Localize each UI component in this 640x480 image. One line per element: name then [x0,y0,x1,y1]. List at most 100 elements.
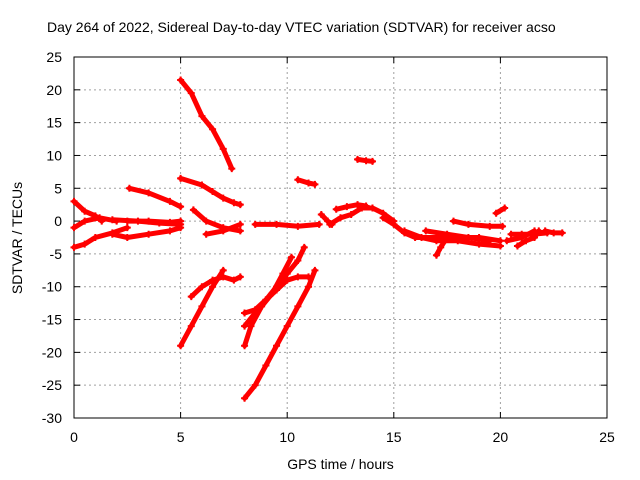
data-point [283,270,291,278]
data-point [108,230,116,238]
x-tick-label: 20 [493,429,509,445]
data-point [123,224,131,232]
data-point [236,227,244,235]
data-point [187,293,195,301]
data-point [400,227,408,235]
data-point [518,234,526,241]
data-point [432,251,440,259]
series-arc-21 [326,204,398,228]
data-point [449,217,457,225]
y-tick-label: -5 [50,246,63,262]
data-point [354,201,362,209]
data-point [294,302,302,310]
data-point [198,302,206,310]
data-point [558,229,566,237]
series-line [333,202,369,212]
data-point [81,240,89,248]
x-tick-label: 10 [279,429,295,445]
data-point [294,222,302,230]
series-arc-8 [177,76,236,173]
series-line [423,228,493,244]
data-point [317,211,325,219]
series-arc-9 [177,174,244,209]
data-point [236,220,244,228]
series-line [71,215,120,231]
data-point [496,242,504,250]
data-point [230,199,238,207]
data-point [96,214,104,222]
data-point [368,157,376,165]
data-point [145,189,153,197]
series-line [252,221,322,229]
data-point [70,224,78,232]
y-tick-label: 20 [46,82,62,98]
data-point [166,218,174,226]
x-tick-label: 15 [386,429,402,445]
x-axis-label: GPS time / hours [287,456,394,472]
series-arc-22 [332,201,370,213]
data-point [273,286,281,294]
y-tick-label: -30 [42,410,62,426]
data-point [379,214,387,222]
data-point [209,188,217,196]
data-point [464,220,472,228]
series-line [126,185,184,210]
series-arc-6 [123,217,185,226]
data-series [70,76,566,402]
data-point [123,217,131,225]
series-arc-27 [432,234,451,259]
data-point [332,205,340,213]
x-tick-label: 0 [70,429,78,445]
data-point [294,273,302,281]
data-point [209,125,217,133]
data-point [368,204,376,212]
data-point [443,234,451,241]
data-point [241,394,249,402]
data-point [454,237,462,245]
data-point [166,197,174,205]
data-point [550,229,558,237]
x-axis: 0 5 10 15 20 25 [70,57,615,445]
data-point [315,220,323,228]
data-point [70,243,78,251]
data-point [486,237,494,245]
data-point [177,174,185,182]
data-point [251,306,259,314]
data-point [432,237,440,245]
series-arc-7 [125,184,185,211]
series-arc-32 [513,227,543,250]
data-point [251,381,259,389]
series-arc-16 [241,243,308,330]
data-point [273,342,281,350]
series-line [242,267,318,401]
data-point [499,222,507,230]
data-point [305,273,313,281]
data-point [390,220,398,228]
data-point [464,234,472,241]
data-point [166,227,174,235]
data-point [108,216,116,224]
data-point [145,230,153,238]
data-point [198,181,206,189]
series-line [515,228,542,249]
data-point [202,217,210,225]
data-point [262,361,270,369]
data-point [503,237,511,245]
series-arc-29 [492,204,509,217]
data-point [241,322,249,330]
data-point [513,242,521,250]
data-point [522,237,530,245]
data-point [294,256,302,264]
data-point [343,203,351,211]
data-point [437,243,445,251]
y-tick-label: -15 [42,312,62,328]
data-point [507,230,515,238]
data-point [535,227,543,235]
data-point [219,194,227,202]
chart-title: Day 264 of 2022, Sidereal Day-to-day VTE… [47,19,556,35]
data-point [251,220,259,228]
data-point [531,234,539,241]
data-point [354,155,362,163]
data-point [326,220,334,228]
